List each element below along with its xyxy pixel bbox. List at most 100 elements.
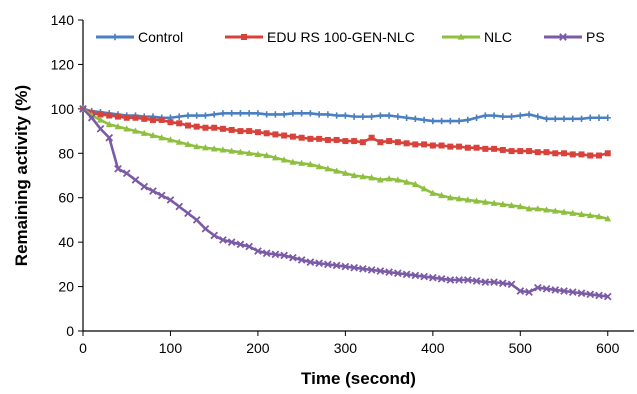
data-point-control (596, 115, 602, 121)
data-point-control (395, 113, 401, 119)
data-point-edu-rs-100-gen-nlc (342, 138, 348, 144)
data-point-edu-rs-100-gen-nlc (587, 153, 593, 159)
data-point-edu-rs-100-gen-nlc (430, 143, 436, 149)
legend-label: Control (138, 29, 183, 45)
data-point-edu-rs-100-gen-nlc (325, 137, 331, 143)
data-point-control (578, 116, 584, 122)
data-point-control (246, 110, 252, 116)
data-point-edu-rs-100-gen-nlc (517, 148, 523, 154)
series-layer (80, 105, 612, 300)
data-point-edu-rs-100-gen-nlc (229, 127, 235, 133)
data-point-control (570, 116, 576, 122)
data-point-control (526, 111, 532, 117)
data-point-control (377, 112, 383, 118)
x-tick-label: 200 (246, 340, 270, 356)
data-point-ps (176, 203, 182, 209)
x-tick-label: 600 (596, 340, 620, 356)
data-point-ps (132, 177, 138, 183)
data-point-control (386, 112, 392, 118)
data-point-edu-rs-100-gen-nlc (439, 143, 445, 149)
data-point-edu-rs-100-gen-nlc (185, 123, 191, 129)
data-point-edu-rs-100-gen-nlc (115, 114, 121, 120)
data-point-edu-rs-100-gen-nlc (360, 139, 366, 145)
data-point-edu-rs-100-gen-nlc (220, 126, 226, 132)
data-point-control (193, 112, 199, 118)
data-point-ps (97, 126, 103, 132)
data-point-ps (185, 210, 191, 216)
data-point-edu-rs-100-gen-nlc (211, 125, 217, 131)
data-point-control (351, 113, 357, 119)
data-point-edu-rs-100-gen-nlc (570, 151, 576, 157)
data-point-control (272, 111, 278, 117)
data-point-control (587, 115, 593, 121)
data-point-edu-rs-100-gen-nlc (491, 146, 497, 152)
data-point-control (412, 116, 418, 122)
data-point-edu-rs-100-gen-nlc (456, 144, 462, 150)
data-point-control (316, 111, 322, 117)
legend-marker (241, 34, 247, 40)
data-point-control (298, 110, 304, 116)
data-point-edu-rs-100-gen-nlc (132, 115, 138, 121)
data-point-control (500, 113, 506, 119)
data-point-control (456, 118, 462, 124)
data-point-control (290, 110, 296, 116)
data-point-control (438, 118, 444, 124)
data-point-edu-rs-100-gen-nlc (561, 150, 567, 156)
x-tick-label: 300 (334, 340, 358, 356)
data-point-edu-rs-100-gen-nlc (509, 148, 515, 154)
data-point-control (403, 115, 409, 121)
data-point-edu-rs-100-gen-nlc (386, 138, 392, 144)
x-tick-label: 400 (421, 340, 445, 356)
data-point-edu-rs-100-gen-nlc (281, 133, 287, 139)
data-point-edu-rs-100-gen-nlc (447, 144, 453, 150)
y-tick-label: 60 (58, 190, 74, 206)
data-point-ps (202, 226, 208, 232)
data-point-edu-rs-100-gen-nlc (307, 136, 313, 142)
data-point-control (491, 112, 497, 118)
data-point-edu-rs-100-gen-nlc (106, 113, 112, 119)
data-point-control (176, 113, 182, 119)
x-axis-title: Time (second) (301, 369, 416, 388)
y-tick-label: 80 (58, 145, 74, 161)
data-point-control (333, 112, 339, 118)
legend-label: EDU RS 100-GEN-NLC (267, 29, 415, 45)
data-point-control (535, 113, 541, 119)
legend-label: NLC (484, 29, 512, 45)
data-point-edu-rs-100-gen-nlc (246, 128, 252, 134)
data-point-edu-rs-100-gen-nlc (264, 130, 270, 136)
data-point-ps (193, 217, 199, 223)
data-point-control (281, 111, 287, 117)
data-point-control (237, 110, 243, 116)
data-point-control (543, 116, 549, 122)
data-point-edu-rs-100-gen-nlc (159, 117, 165, 123)
data-point-edu-rs-100-gen-nlc (421, 141, 427, 147)
data-point-control (508, 113, 514, 119)
data-point-edu-rs-100-gen-nlc (334, 137, 340, 143)
data-point-control (368, 113, 374, 119)
series-ps (80, 106, 611, 300)
data-point-control (447, 118, 453, 124)
data-point-control (517, 112, 523, 118)
data-point-edu-rs-100-gen-nlc (290, 134, 296, 140)
data-point-edu-rs-100-gen-nlc (404, 140, 410, 146)
data-point-control (605, 115, 611, 121)
data-point-control (561, 116, 567, 122)
x-tick-label: 500 (509, 340, 533, 356)
data-point-control (465, 117, 471, 123)
data-point-edu-rs-100-gen-nlc (299, 135, 305, 141)
y-tick-label: 100 (51, 101, 75, 117)
data-point-edu-rs-100-gen-nlc (482, 146, 488, 152)
legend-item-edu-rs-100-gen-nlc: EDU RS 100-GEN-NLC (225, 29, 415, 45)
data-point-control (421, 117, 427, 123)
data-point-edu-rs-100-gen-nlc (552, 150, 558, 156)
data-point-edu-rs-100-gen-nlc (176, 120, 182, 126)
data-point-edu-rs-100-gen-nlc (579, 151, 585, 157)
data-point-edu-rs-100-gen-nlc (377, 139, 383, 145)
data-point-control (220, 110, 226, 116)
data-point-edu-rs-100-gen-nlc (369, 135, 375, 141)
data-point-edu-rs-100-gen-nlc (141, 116, 147, 122)
data-point-edu-rs-100-gen-nlc (474, 145, 480, 151)
y-tick-label: 20 (58, 279, 74, 295)
